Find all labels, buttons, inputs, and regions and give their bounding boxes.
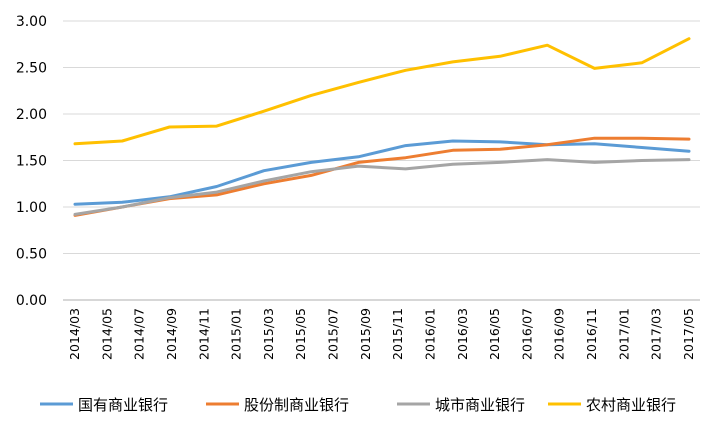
legend-label: 农村商业银行 xyxy=(586,396,676,414)
x-tick-label: 2015/03 xyxy=(261,308,276,360)
x-tick-label: 2016/11 xyxy=(584,308,599,360)
legend-label: 股份制商业银行 xyxy=(244,396,349,414)
x-tick-label: 2015/09 xyxy=(358,308,373,360)
x-tick-label: 2016/03 xyxy=(455,308,470,360)
x-tick-label: 2014/03 xyxy=(67,308,82,360)
x-tick-label: 2015/07 xyxy=(326,308,341,360)
y-tick-label: 1.50 xyxy=(16,154,47,170)
legend-label: 城市商业银行 xyxy=(435,396,525,414)
x-tick-label: 2014/09 xyxy=(164,308,179,360)
legend-label: 国有商业银行 xyxy=(78,396,168,414)
x-axis-tick-labels: 2014/03 2014/05 2014/07 2014/09 2014/11 2015/… xyxy=(67,308,696,360)
y-tick-label: 0.00 xyxy=(16,293,47,309)
series-line-1 xyxy=(73,139,691,206)
x-tick-label: 2016/05 xyxy=(487,308,502,360)
y-axis-tick-labels: 0.00 0.50 1.00 1.50 2.00 2.50 3.00 xyxy=(16,14,47,309)
x-tick-label: 2015/05 xyxy=(293,308,308,360)
series-line-3 xyxy=(73,158,691,216)
y-tick-label: 2.50 xyxy=(16,61,47,77)
x-tick-label: 2017/05 xyxy=(681,308,696,360)
y-tick-label: 1.00 xyxy=(16,200,47,216)
x-tick-label: 2014/11 xyxy=(196,308,211,360)
x-tick-label: 2016/01 xyxy=(422,308,437,360)
y-tick-label: 2.00 xyxy=(16,107,47,123)
x-tick-label: 2014/05 xyxy=(99,308,114,360)
x-tick-label: 2016/09 xyxy=(552,308,567,360)
x-tick-label: 2016/07 xyxy=(519,308,534,360)
x-tick-label: 2015/01 xyxy=(229,308,244,360)
x-tick-label: 2017/01 xyxy=(616,308,631,360)
series-line-4 xyxy=(73,37,691,146)
legend: 国有商业银行 股份制商业银行 城市商业银行 农村商业银行 xyxy=(40,396,676,414)
series-lines xyxy=(73,37,691,217)
x-tick-label: 2014/07 xyxy=(132,308,147,360)
y-tick-label: 0.50 xyxy=(16,247,47,263)
x-tick-label: 2017/03 xyxy=(649,308,664,360)
x-tick-label: 2015/11 xyxy=(390,308,405,360)
y-tick-label: 3.00 xyxy=(16,14,47,30)
